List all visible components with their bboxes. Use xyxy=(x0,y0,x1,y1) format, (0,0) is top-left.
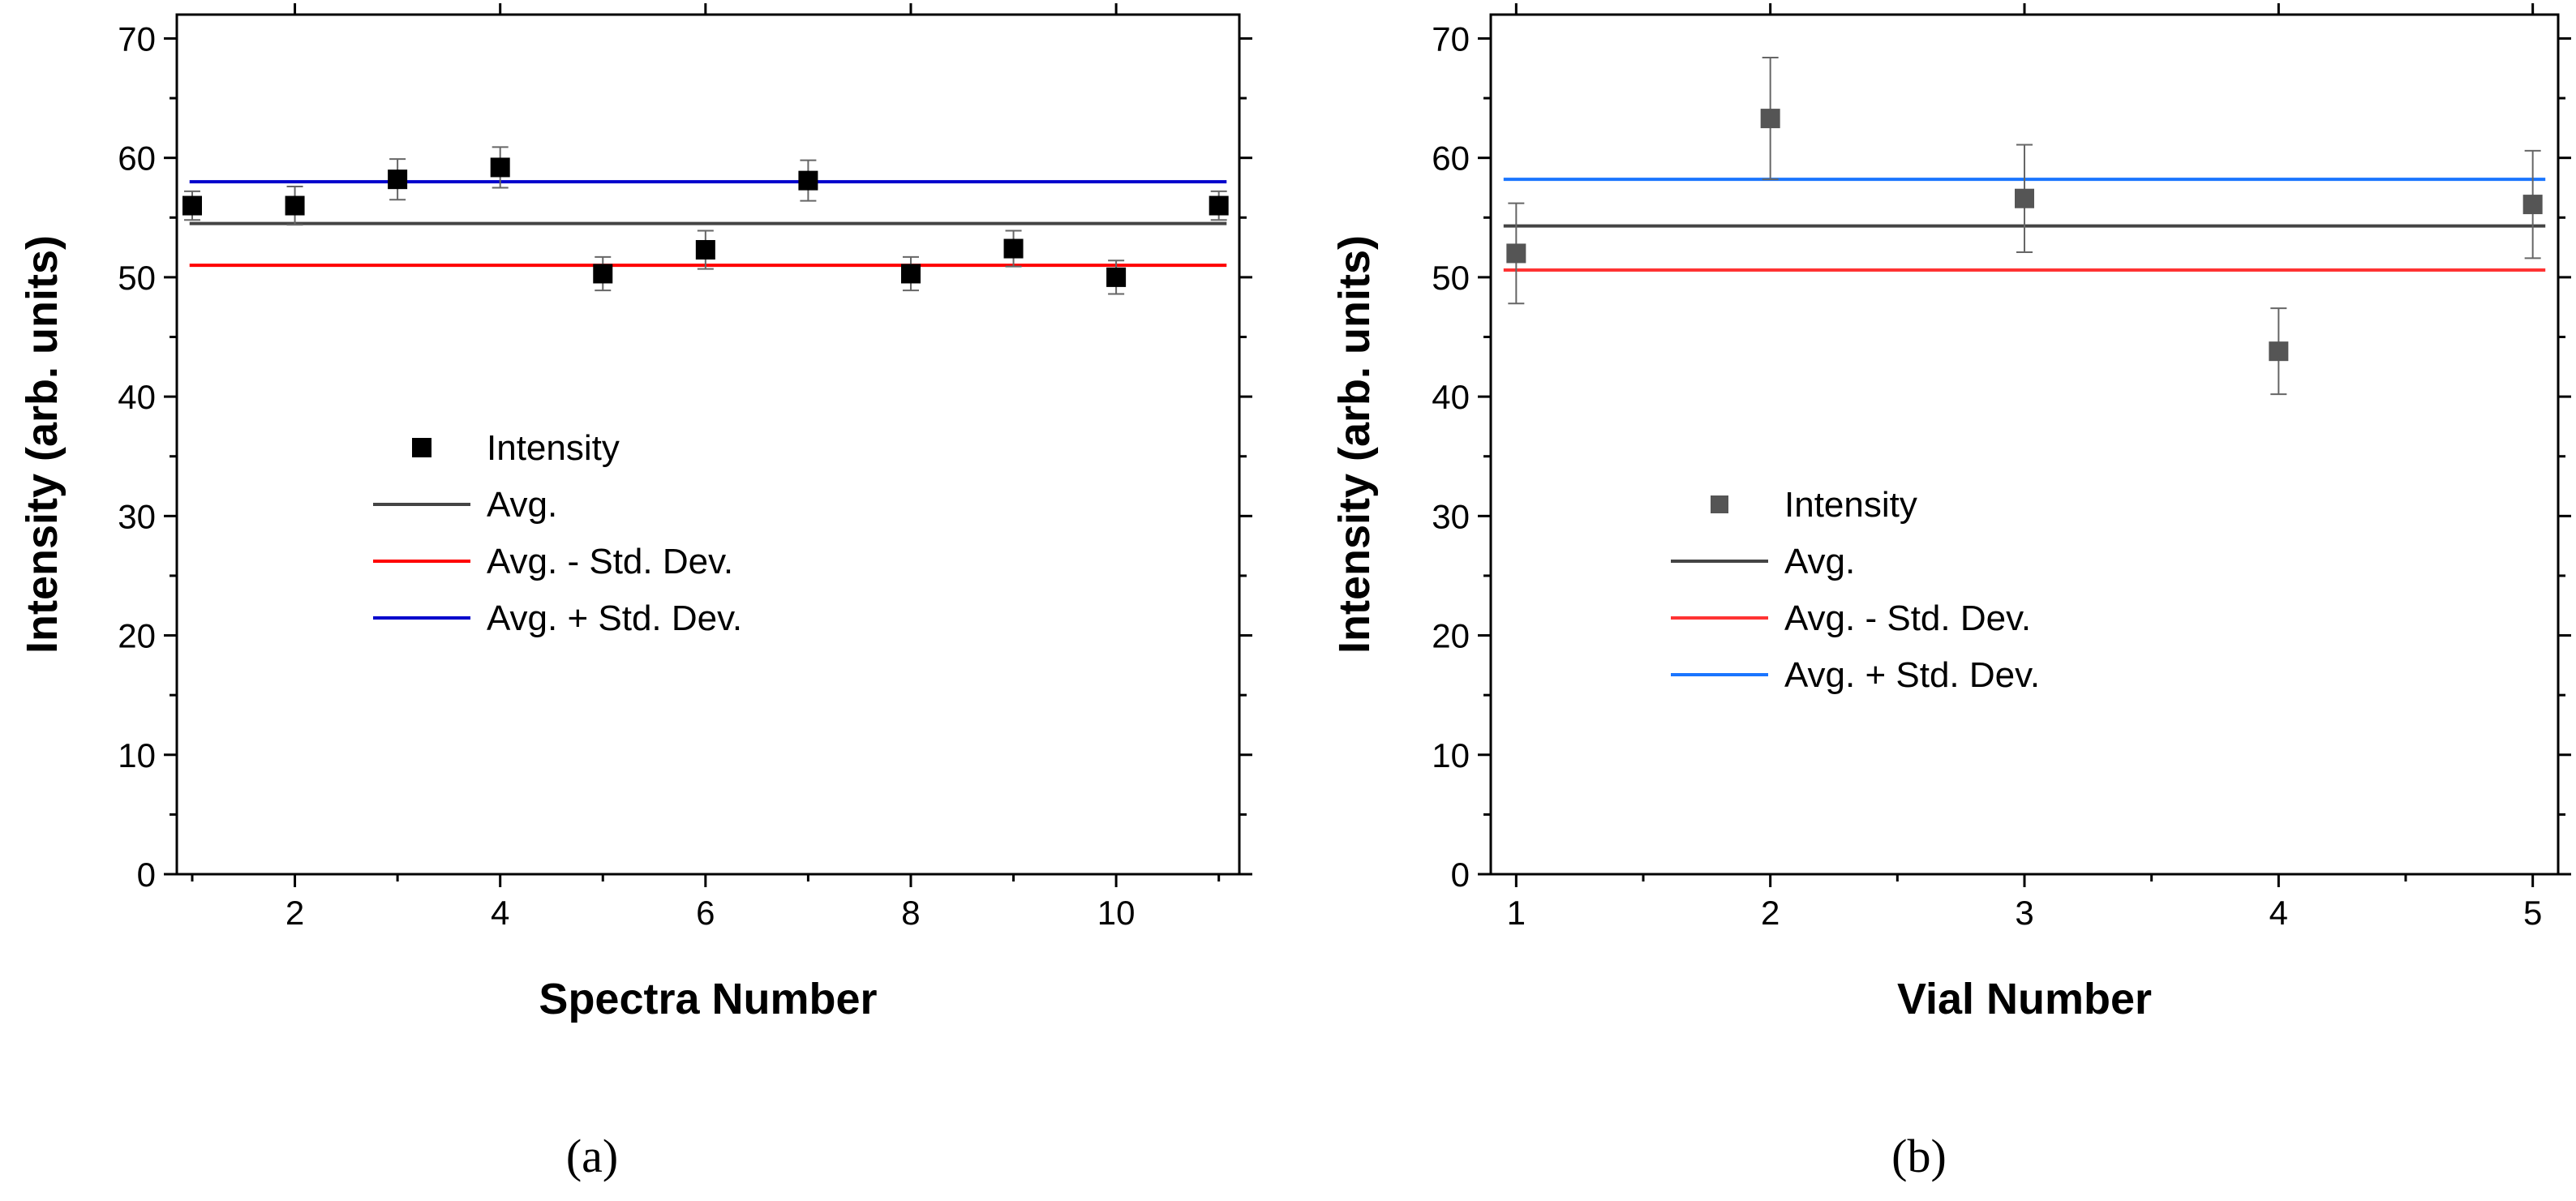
data-point xyxy=(490,157,510,178)
data-point xyxy=(1506,243,1526,264)
chart-panel-a: 0 10 20 30 40 50 60 70 2 4 6 8 10 Intensity (arb. uni… xyxy=(18,3,1252,1182)
x-tick-label: 5 xyxy=(2523,894,2542,932)
legend-label: Avg. xyxy=(487,485,557,525)
y-tick-label: 60 xyxy=(1432,139,1470,178)
y-tick-label: 10 xyxy=(1432,736,1470,774)
plot-frame xyxy=(175,13,1241,876)
x-tick-label: 10 xyxy=(1097,894,1136,932)
x-tick-label: 2 xyxy=(1761,894,1780,932)
x-axis-title: Spectra Number xyxy=(539,975,877,1023)
data-point xyxy=(593,264,613,284)
y-tick-label: 50 xyxy=(1432,259,1470,297)
x-tick-label: 4 xyxy=(2269,894,2288,932)
y-tick-label: 50 xyxy=(118,259,156,297)
y-tick-label: 30 xyxy=(1432,497,1470,535)
plot-frame xyxy=(1489,13,2560,876)
data-point xyxy=(1209,195,1229,216)
y-tick-label: 70 xyxy=(118,19,156,58)
x-tick-label: 1 xyxy=(1507,894,1526,932)
legend: Intensity Avg. Avg. - Std. Dev. Avg. + Std.… xyxy=(373,428,742,638)
data-point xyxy=(388,169,408,190)
y-tick-label: 60 xyxy=(118,139,156,178)
y-tick-label: 40 xyxy=(1432,378,1470,416)
x-tick-label: 8 xyxy=(901,894,920,932)
legend-label: Intensity xyxy=(487,428,620,468)
x-tick-label: 4 xyxy=(491,894,509,932)
x-axis-title: Vial Number xyxy=(1897,975,2152,1023)
y-tick-label: 0 xyxy=(1451,856,1470,894)
legend-label: Avg. - Std. Dev. xyxy=(1784,598,2031,638)
x-tick-label: 3 xyxy=(2015,894,2033,932)
y-tick-label: 0 xyxy=(137,856,156,894)
x-tick-label: 6 xyxy=(696,894,715,932)
chart-panel-b: 0 10 20 30 40 50 60 70 1 2 3 4 5 Intensity (arb. unit… xyxy=(1330,3,2571,1182)
data-point xyxy=(285,195,305,216)
legend-label: Intensity xyxy=(1784,485,1917,525)
legend-label: Avg. + Std. Dev. xyxy=(1784,655,2040,695)
data-point xyxy=(2269,341,2289,362)
y-tick-label: 30 xyxy=(118,497,156,535)
legend-marker xyxy=(412,438,431,457)
legend-label: Avg. - Std. Dev. xyxy=(487,542,733,581)
data-point xyxy=(900,264,921,284)
panel-caption: (b) xyxy=(1891,1130,1947,1182)
legend: Intensity Avg. Avg. - Std. Dev. Avg. + Std.… xyxy=(1671,485,2040,695)
y-tick-label: 10 xyxy=(118,736,156,774)
data-point xyxy=(798,170,818,191)
data-point xyxy=(1106,267,1127,287)
y-tick-label: 70 xyxy=(1432,19,1470,58)
y-axis-title: Intensity (arb. units) xyxy=(18,235,67,654)
legend-label: Avg. + Std. Dev. xyxy=(487,598,742,638)
data-point xyxy=(2522,195,2543,215)
legend-marker xyxy=(1711,495,1728,513)
legend-label: Avg. xyxy=(1784,542,1855,581)
data-point xyxy=(2015,188,2034,208)
y-tick-label: 20 xyxy=(118,617,156,655)
data-point xyxy=(1760,109,1780,129)
x-tick-label: 2 xyxy=(286,894,304,932)
panel-caption: (a) xyxy=(566,1130,618,1182)
y-tick-label: 20 xyxy=(1432,617,1470,655)
data-point xyxy=(182,195,202,216)
y-tick-label: 40 xyxy=(118,378,156,416)
data-point xyxy=(695,240,715,260)
y-axis-title: Intensity (arb. units) xyxy=(1330,235,1379,654)
data-point xyxy=(1003,238,1024,259)
